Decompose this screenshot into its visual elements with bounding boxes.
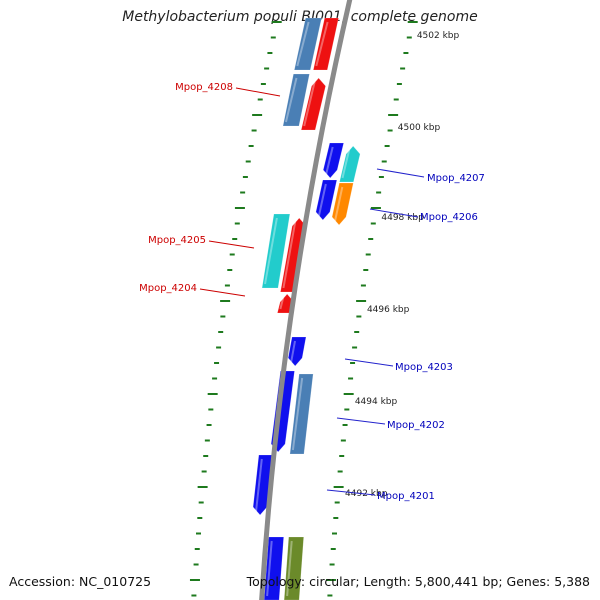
gene-feature-highlight — [315, 21, 329, 67]
topology-text: Topology: circular; Length: 5,800,441 bp… — [246, 574, 590, 589]
label-leader-line — [326, 489, 376, 496]
gene-label[interactable]: Mpop_4202 — [387, 420, 445, 431]
gene-label[interactable]: Mpop_4207 — [427, 173, 485, 184]
gene-label[interactable]: Mpop_4203 — [395, 362, 453, 373]
gene-feature-highlight — [266, 540, 273, 597]
gene-feature — [312, 17, 339, 71]
gene-feature — [339, 145, 361, 183]
gene-feature-highlight — [279, 297, 285, 310]
gene-feature — [289, 373, 314, 455]
label-leader-line — [208, 240, 255, 249]
label-leader-line — [235, 87, 281, 97]
gene-feature — [287, 336, 307, 367]
label-leader-line — [344, 358, 394, 367]
gene-feature-highlight — [290, 340, 296, 363]
label-leader-line — [336, 417, 386, 425]
gene-feature-highlight — [334, 186, 344, 222]
gene-feature — [322, 142, 345, 179]
gene-labels: Mpop_4208 Mpop_4207 Mpop_4206 Mpop_4205 Mpop… — [139, 82, 485, 502]
gene-feature — [315, 179, 338, 221]
label-leader-line — [369, 208, 419, 218]
kbp-label: 4498 kbp — [381, 213, 424, 223]
gene-label[interactable]: Mpop_4201 — [377, 491, 435, 502]
map-title: Methylobacterium populi BJ001, complete … — [122, 9, 478, 25]
inner-tick-marks — [189, 21, 282, 597]
gene-feature — [261, 213, 291, 289]
gene-feature-highlight — [325, 146, 334, 175]
gene-feature — [252, 454, 274, 516]
gene-feature-highlight — [303, 81, 316, 127]
gene-label[interactable]: Mpop_4206 — [420, 212, 478, 223]
gene-label[interactable]: Mpop_4204 — [139, 283, 197, 294]
gene-feature-highlight — [255, 458, 263, 512]
gene-feature-highlight — [296, 21, 310, 67]
label-leader-line — [376, 168, 425, 178]
gene-label[interactable]: Mpop_4208 — [175, 82, 233, 93]
kbp-label: 4496 kbp — [367, 305, 410, 315]
gene-feature-highlight — [317, 183, 327, 217]
gene-feature-highlight — [282, 221, 297, 289]
gene-feature — [283, 536, 305, 600]
kbp-label: 4494 kbp — [355, 397, 398, 407]
gene-feature-highlight — [286, 540, 293, 597]
genome-backbone — [259, 0, 353, 600]
kbp-label: 4500 kbp — [398, 123, 441, 133]
gene-feature — [293, 17, 322, 71]
accession-text: Accession: NC_010725 — [9, 574, 152, 589]
outer-tick-marks — [325, 21, 418, 597]
label-leader-line — [199, 288, 246, 297]
gene-feature-highlight — [291, 377, 304, 451]
gene-feature — [282, 73, 310, 127]
gene-feature-highlight — [284, 77, 298, 123]
gene-feature-highlight — [341, 149, 351, 179]
kbp-label: 4502 kbp — [417, 31, 460, 41]
gene-feature — [331, 182, 354, 226]
gene-feature-highlight — [264, 217, 278, 285]
gene-label[interactable]: Mpop_4205 — [148, 235, 206, 246]
gene-feature — [300, 77, 326, 131]
gene-features — [252, 17, 361, 600]
gene-feature — [263, 536, 285, 600]
